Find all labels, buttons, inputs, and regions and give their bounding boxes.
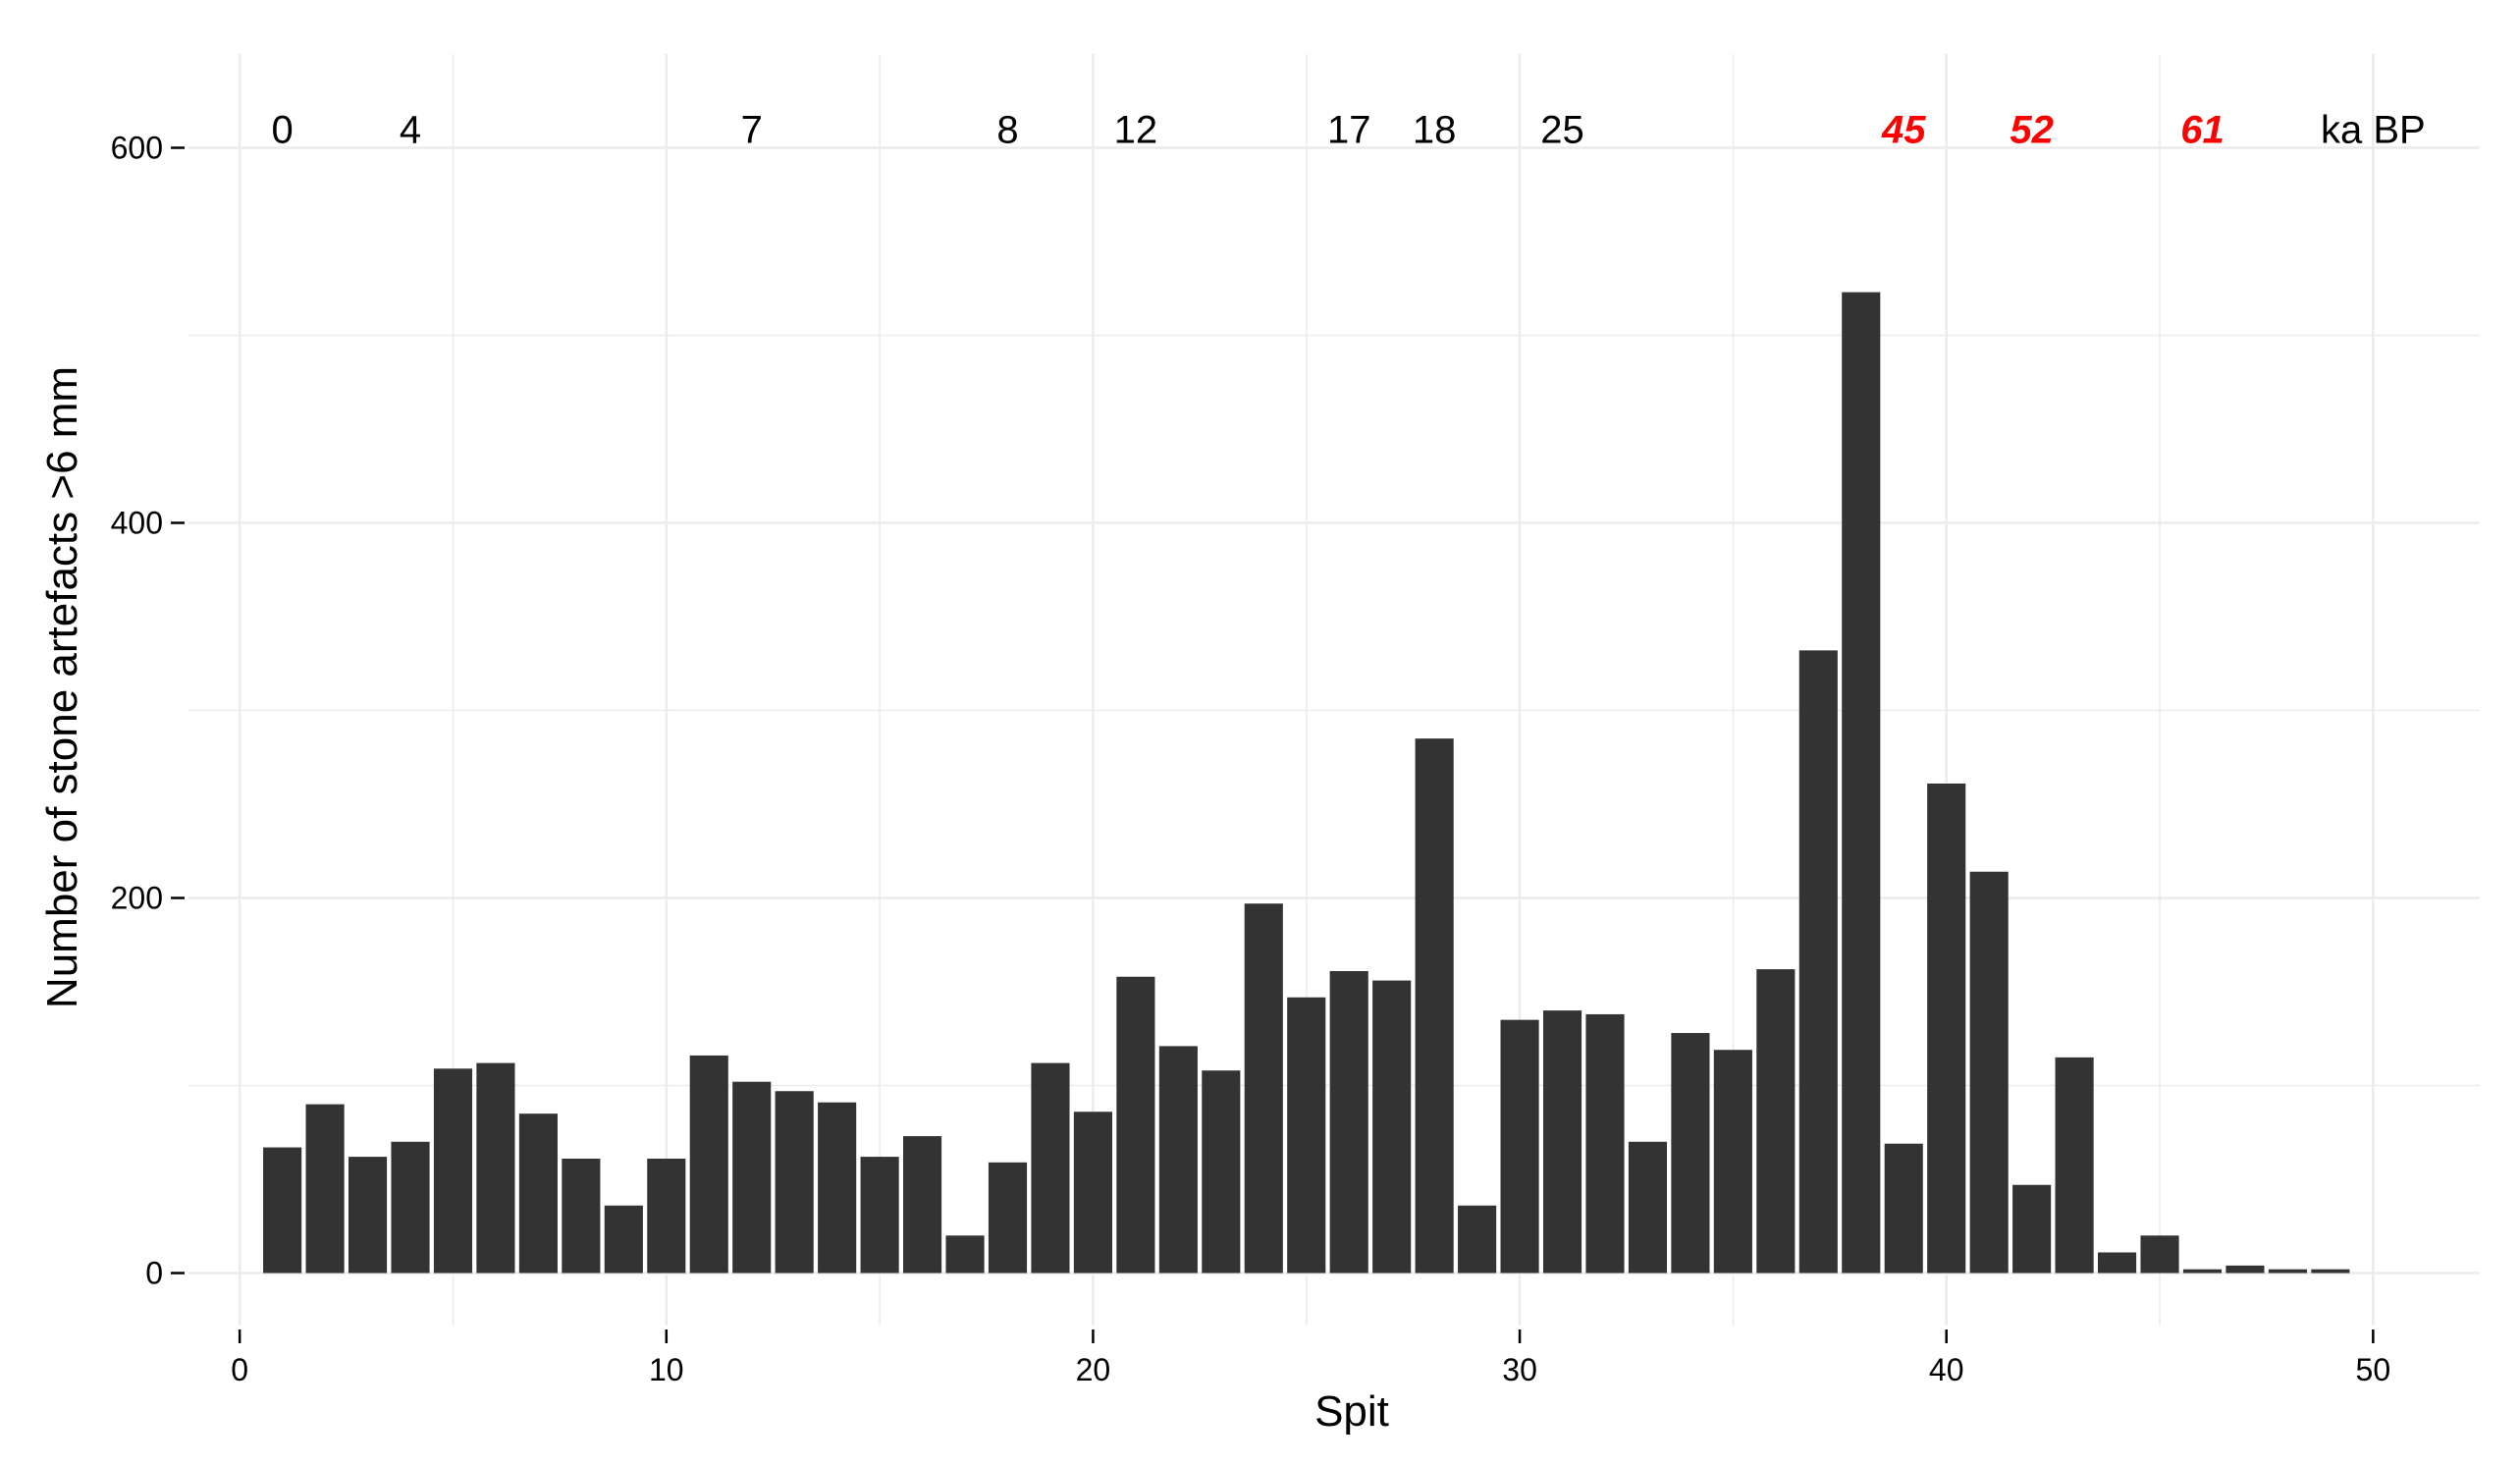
bar-spit-28	[1415, 738, 1454, 1274]
age-annotation: 12	[1114, 108, 1158, 151]
bar-spit-21	[1116, 976, 1155, 1274]
y-tick-label: 0	[145, 1256, 163, 1291]
age-annotation: ka BP	[2321, 108, 2426, 151]
age-annotation: 0	[271, 108, 293, 151]
x-tick-label: 40	[1929, 1352, 1964, 1387]
bar-spit-2	[305, 1104, 345, 1274]
bar-spit-35	[1713, 1050, 1752, 1274]
bar-spit-27	[1372, 980, 1412, 1274]
bar-spit-31	[1542, 1010, 1582, 1274]
y-axis-title: Number of stone artefacts >6 mm	[38, 366, 86, 1008]
bar-spit-22	[1158, 1046, 1198, 1274]
bar-spit-26	[1329, 971, 1368, 1274]
x-tick-label: 10	[649, 1352, 684, 1387]
bar-spit-11	[689, 1055, 728, 1274]
bar-spit-44	[2098, 1252, 2137, 1274]
bar-spit-9	[604, 1205, 643, 1274]
bar-spit-43	[2055, 1057, 2094, 1274]
bar-spit-49	[2311, 1269, 2350, 1274]
bar-spit-18	[988, 1162, 1028, 1274]
y-tick-label: 600	[111, 131, 163, 166]
bar-spit-30	[1500, 1019, 1539, 1274]
bar-spit-48	[2268, 1269, 2307, 1274]
bars	[263, 292, 2350, 1274]
y-tick-label: 200	[111, 881, 163, 916]
bar-spit-14	[818, 1102, 857, 1274]
y-tick-label: 400	[111, 506, 163, 541]
bar-spit-37	[1798, 650, 1838, 1274]
age-annotation: 17	[1327, 108, 1371, 151]
bar-spit-42	[2012, 1184, 2052, 1274]
bar-spit-45	[2140, 1235, 2179, 1274]
age-annotation: 18	[1413, 108, 1457, 151]
bar-spit-6	[476, 1062, 515, 1274]
bar-spit-40	[1927, 784, 1966, 1274]
bar-spit-23	[1202, 1070, 1241, 1274]
bar-spit-16	[903, 1136, 942, 1274]
bar-spit-20	[1073, 1112, 1112, 1274]
x-tick-label: 0	[231, 1352, 248, 1387]
bar-spit-1	[263, 1147, 302, 1274]
x-axis-title: Spit	[1314, 1387, 1389, 1436]
bar-spit-24	[1244, 903, 1283, 1274]
bar-spit-38	[1842, 292, 1881, 1274]
bar-spit-47	[2225, 1265, 2265, 1274]
bar-spit-34	[1671, 1033, 1710, 1274]
age-annotation: 4	[400, 108, 421, 151]
age-annotation: 25	[1540, 108, 1584, 151]
bar-spit-3	[348, 1157, 388, 1274]
bar-spit-7	[518, 1113, 558, 1274]
age-annotation: 7	[741, 108, 763, 151]
bar-spit-41	[1969, 871, 2009, 1274]
bar-spit-39	[1884, 1143, 1923, 1274]
bar-spit-32	[1585, 1013, 1625, 1274]
age-annotation: 8	[996, 108, 1018, 151]
bar-spit-36	[1756, 969, 1796, 1274]
axes: 0 200 400 600 0 10 20 30 40 50	[111, 131, 2391, 1387]
bar-spit-46	[2182, 1269, 2223, 1274]
bar-spit-5	[433, 1068, 473, 1274]
bar-spit-8	[562, 1159, 601, 1274]
bar-spit-4	[391, 1141, 430, 1274]
bar-spit-19	[1031, 1062, 1070, 1274]
bar-spit-13	[775, 1091, 814, 1274]
bar-spit-33	[1628, 1141, 1668, 1274]
bar-spit-29	[1458, 1205, 1497, 1274]
bar-spit-25	[1287, 997, 1326, 1274]
age-annotation: 61	[2180, 108, 2225, 151]
age-annotations: 0 4 7 8 12 17 18 25 45 52 61 ka BP	[271, 108, 2425, 151]
bar-spit-15	[860, 1157, 899, 1274]
bar-spit-17	[945, 1235, 985, 1274]
x-tick-label: 50	[2356, 1352, 2391, 1387]
bar-spit-10	[647, 1159, 686, 1274]
age-annotation: 45	[1881, 108, 1926, 151]
x-tick-label: 20	[1076, 1352, 1111, 1387]
x-tick-label: 30	[1502, 1352, 1537, 1387]
bar-spit-12	[732, 1081, 772, 1274]
age-annotation: 52	[2010, 108, 2054, 151]
